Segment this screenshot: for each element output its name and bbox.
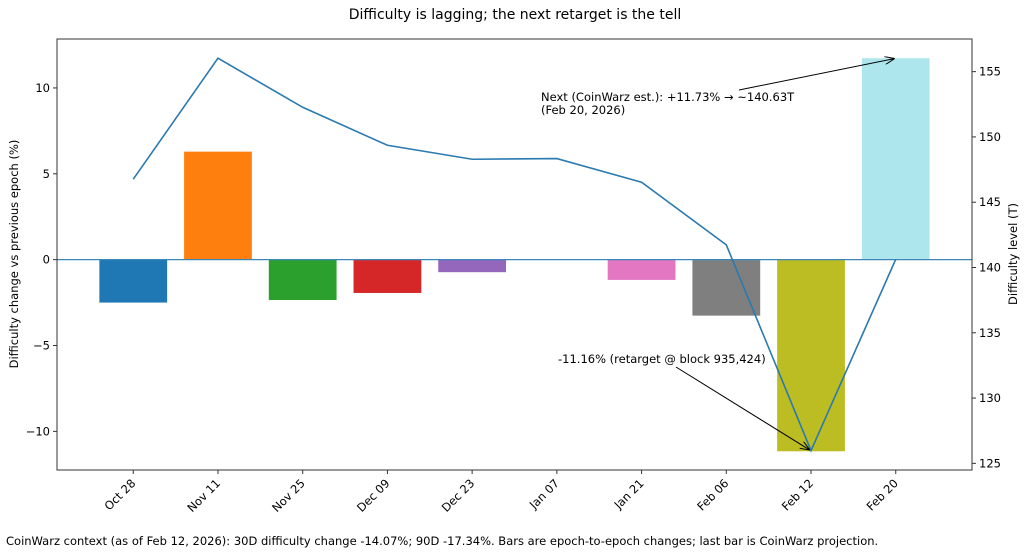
x-tick-label: Jan 07 [526,476,562,512]
annotation-arrow-retarget [675,366,809,450]
x-tick-label: Feb 20 [864,476,901,513]
y-axis-label: Difficulty change vs previous epoch (%) [7,140,21,369]
y2-tick-label: 140 [979,260,1001,274]
x-tick-label: Dec 23 [439,476,478,515]
y2-tick-label: 130 [979,391,1001,405]
annotation-next-line2: (Feb 20, 2026) [541,103,625,117]
bar-dec-23 [438,259,507,273]
bar-feb-20 [861,58,930,260]
y-tick-label: 5 [43,167,50,181]
y-tick-label: 10 [35,81,50,95]
annotation-arrow-next [738,59,894,91]
x-tick-label: Nov 11 [184,476,223,515]
bar-nov-11 [184,151,252,260]
annotation-next-line1: Next (CoinWarz est.): +11.73% → ~140.63T [541,90,795,104]
y-tick-label: −10 [26,424,50,438]
y2-tick-label: 125 [979,456,1001,470]
y2-tick-label: 155 [979,65,1001,79]
y2-tick-label: 145 [979,195,1001,209]
footnote: CoinWarz context (as of Feb 12, 2026): 3… [6,534,878,548]
y-tick-label: 0 [43,253,50,267]
x-tick-label: Jan 21 [611,476,647,512]
bar-jan-21 [607,259,676,280]
x-tick-label: Oct 28 [101,476,138,513]
bar-oct-28 [99,259,168,303]
bar-feb-06 [692,259,761,316]
y2-axis-label: Difficulty level (T) [1006,203,1020,305]
x-tick-label: Nov 25 [269,476,308,515]
plot-area: −10 −5 0 5 10 125 130 135 140 145 150 155 Oct 28 Nov … [26,38,1001,515]
difficulty-level-line [132,57,897,453]
bar-nov-25 [268,259,337,301]
y-tick-label: −5 [33,339,50,353]
x-tick-label: Feb 06 [694,476,731,513]
annotation-retarget: -11.16% (retarget @ block 935,424) [558,352,766,366]
y2-tick-label: 150 [979,130,1001,144]
x-tick-label: Dec 09 [354,476,393,515]
chart-title: Difficulty is lagging; the next retarget… [349,7,682,23]
axes-frame [56,38,973,471]
x-tick-label: Feb 12 [779,476,816,513]
y2-tick-label: 135 [979,326,1001,340]
bar-dec-09 [353,259,422,293]
bar-feb-12 [777,259,845,452]
